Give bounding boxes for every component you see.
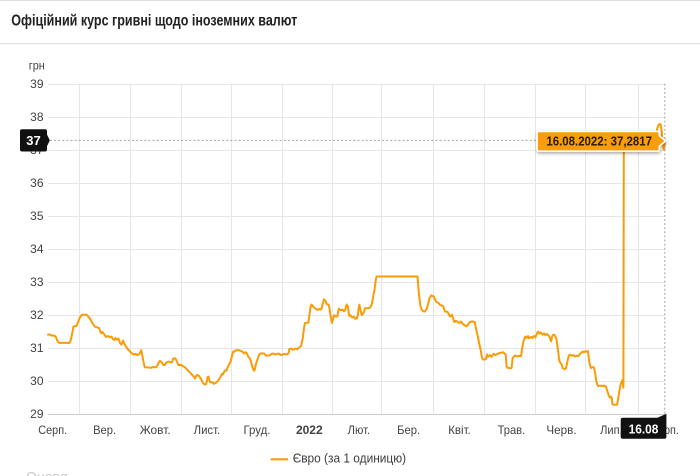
svg-text:Лист.: Лист.: [194, 423, 221, 437]
svg-text:38: 38: [30, 110, 44, 124]
svg-text:16.08.2022: 37,2817: 16.08.2022: 37,2817: [546, 135, 652, 149]
svg-text:37: 37: [26, 133, 40, 148]
svg-text:Жовт.: Жовт.: [140, 423, 171, 437]
svg-text:Квіт.: Квіт.: [448, 423, 471, 437]
svg-text:грн: грн: [29, 58, 45, 72]
svg-text:36: 36: [30, 176, 44, 190]
svg-text:2022: 2022: [296, 423, 323, 437]
svg-text:Груд.: Груд.: [244, 423, 271, 437]
svg-text:33: 33: [30, 275, 44, 289]
svg-text:Євро (за 1 одиницю): Євро (за 1 одиницю): [293, 451, 406, 466]
svg-text:29: 29: [30, 407, 44, 421]
svg-text:31: 31: [30, 341, 44, 355]
svg-text:Трав.: Трав.: [498, 423, 526, 437]
svg-text:32: 32: [30, 308, 44, 322]
svg-text:Офіційний курс гривні щодо іно: Офіційний курс гривні щодо іноземних вал…: [11, 12, 297, 29]
svg-text:30: 30: [30, 374, 44, 388]
svg-text:Бер.: Бер.: [397, 423, 420, 437]
svg-text:35: 35: [30, 209, 44, 223]
svg-text:16.08: 16.08: [629, 422, 659, 437]
svg-text:39: 39: [30, 77, 44, 91]
svg-text:34: 34: [30, 242, 44, 256]
svg-text:Вер.: Вер.: [93, 423, 116, 437]
svg-text:Лип.: Лип.: [600, 423, 623, 437]
svg-text:Оновл: Оновл: [26, 469, 68, 476]
svg-text:Серп.: Серп.: [38, 423, 67, 437]
svg-text:Черв.: Черв.: [546, 423, 576, 437]
svg-text:Лют.: Лют.: [348, 423, 371, 437]
